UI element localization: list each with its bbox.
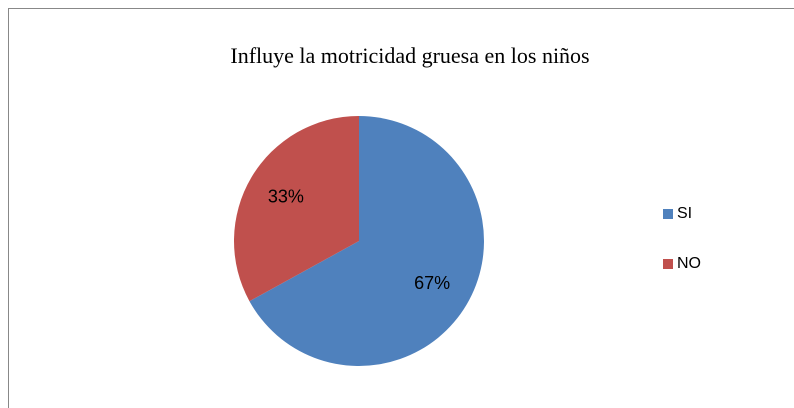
legend-swatch	[663, 259, 673, 269]
legend-swatch	[663, 209, 673, 219]
data-label: 33%	[268, 186, 304, 206]
pie-slice	[249, 116, 485, 367]
pie-slice	[234, 116, 359, 302]
legend-label: NO	[677, 255, 701, 272]
legend-label: SI	[677, 205, 692, 222]
chart-title: Influye la motricidad gruesa en los niño…	[230, 43, 589, 68]
data-label: 67%	[414, 273, 450, 293]
